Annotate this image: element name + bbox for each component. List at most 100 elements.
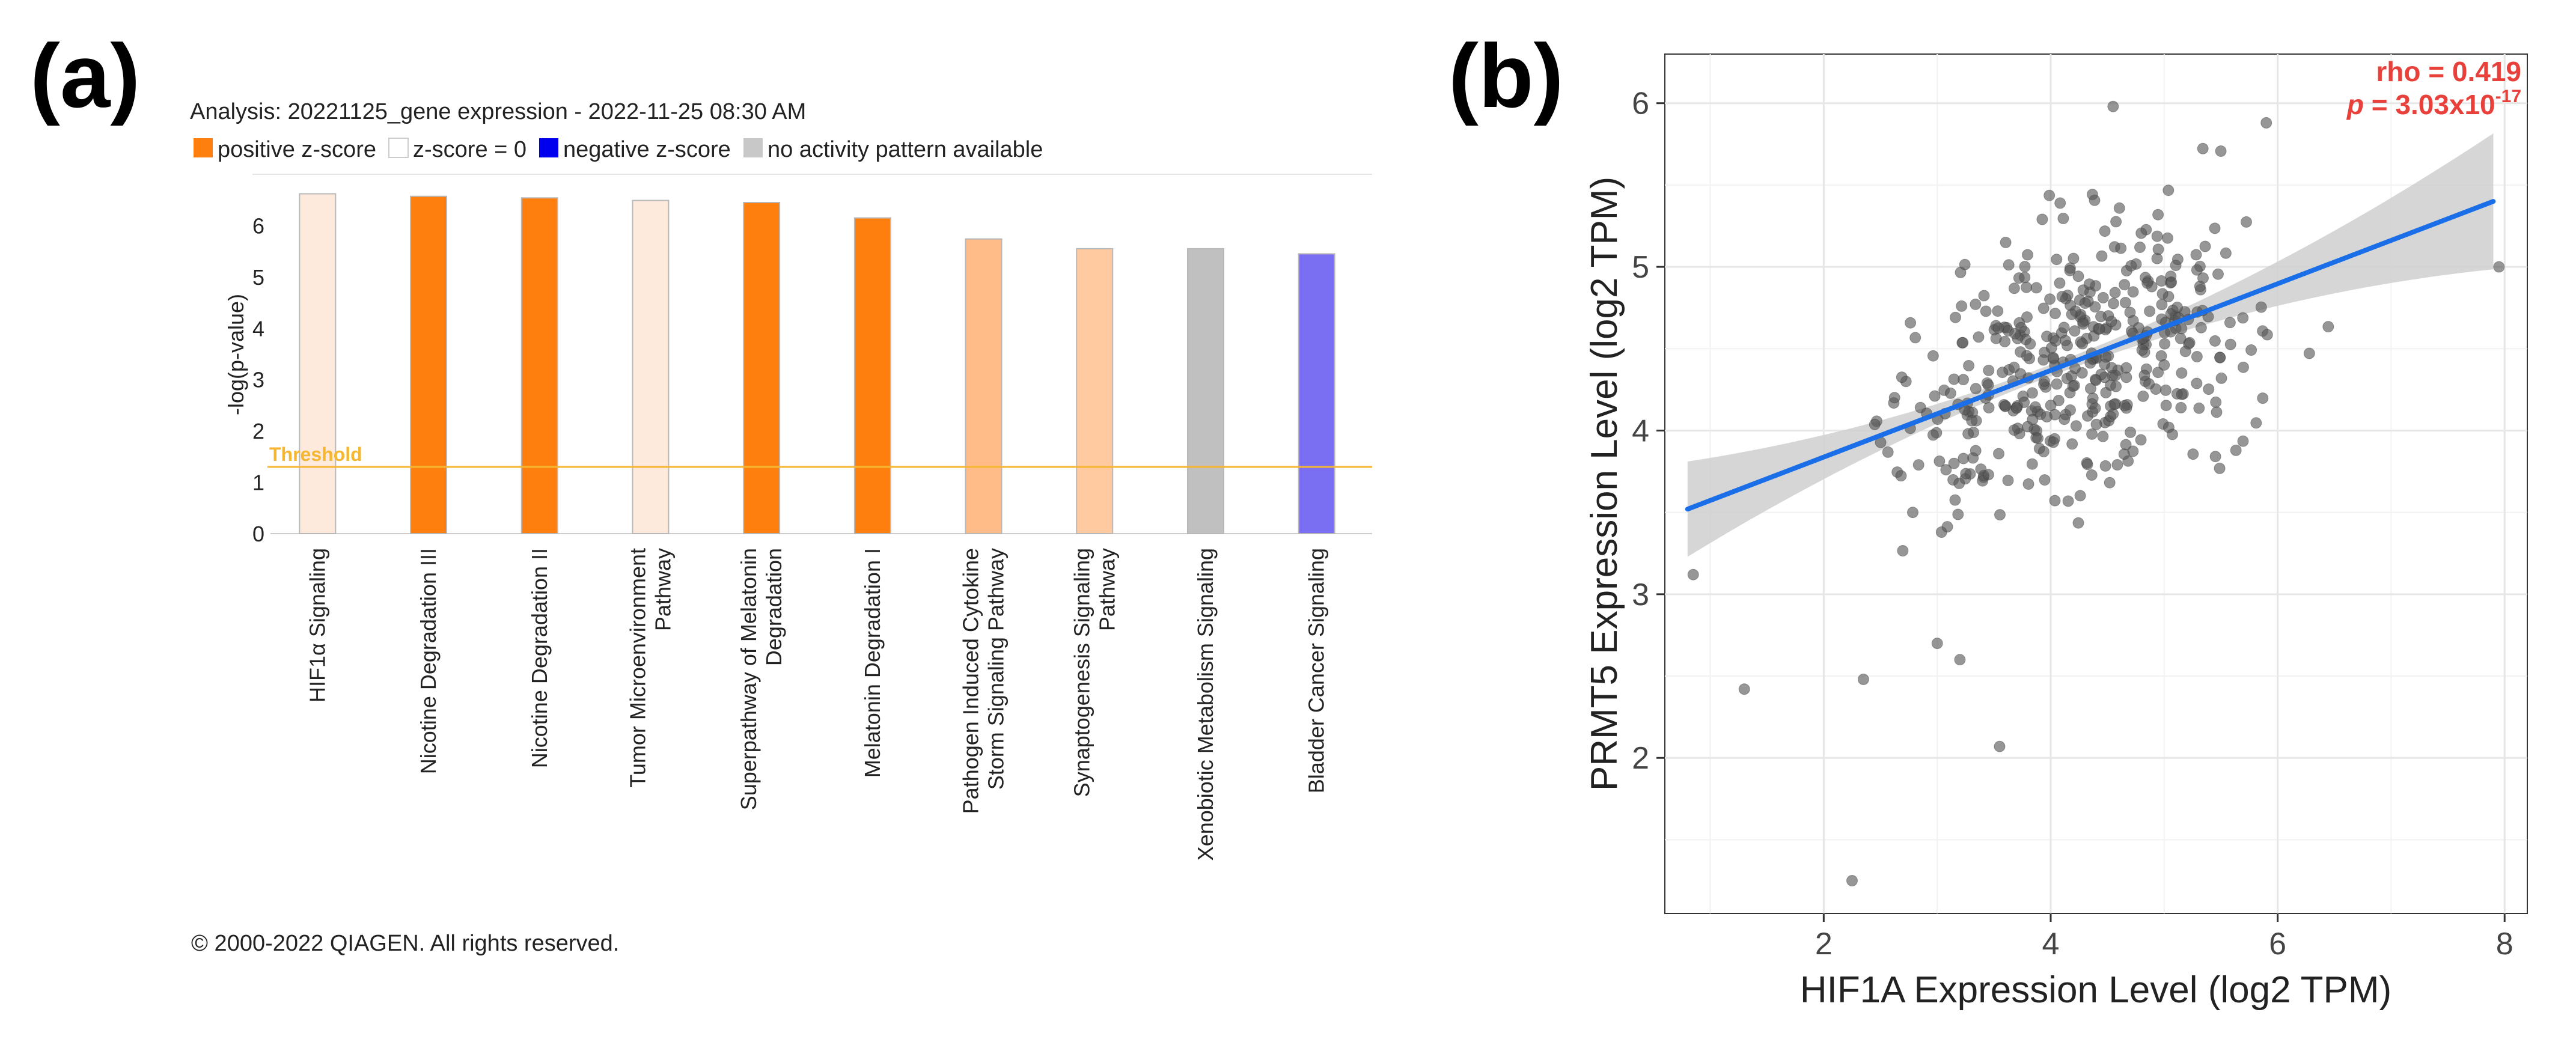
scatter-point (2090, 418, 2102, 430)
scatter-point (2120, 362, 2132, 374)
scatter-point (1992, 305, 2004, 317)
x-tick-label: 4 (2042, 927, 2060, 961)
scatter-point (2119, 279, 2131, 291)
scatter-point (2018, 397, 2030, 408)
scatter-point (1957, 337, 1969, 349)
bar (1076, 248, 1114, 534)
scatter-point (2022, 249, 2033, 261)
scatter-point (2209, 451, 2221, 463)
scatter-point (2065, 404, 2076, 416)
scatter-point (2053, 395, 2065, 406)
scatter-point (2215, 372, 2227, 384)
scatter-point (2059, 335, 2071, 347)
scatter-point (1955, 266, 1967, 278)
p-exponent: -17 (2495, 87, 2521, 106)
scatter-point (2165, 276, 2178, 288)
scatter-point (2110, 216, 2122, 228)
scatter-point (2003, 259, 2015, 271)
scatter-point (2081, 459, 2093, 471)
scatter-point (2176, 388, 2188, 400)
scatter-point (2193, 402, 2205, 414)
x-tick-label-line: Nicotine Degradation II (527, 548, 552, 768)
scatter-point (1895, 470, 1907, 482)
x-tick-label: 8 (2496, 927, 2513, 961)
scatter-point (2084, 383, 2096, 395)
scatter-point (2162, 184, 2175, 197)
scatter-point (1934, 456, 1946, 467)
bar (410, 195, 448, 534)
scatter-point (1929, 390, 1941, 402)
scatter-point (2077, 338, 2089, 350)
scatter-point (2030, 401, 2041, 413)
scatter-point (2156, 288, 2169, 300)
scatter-point (2026, 458, 2038, 470)
scatter-point (2045, 342, 2057, 354)
y-tick-label: 0 (252, 522, 264, 546)
scatter-point (2322, 321, 2334, 333)
scatter-point (1973, 331, 1985, 343)
panel-b-scatter-plot: (b) 2 4 6 8 2 3 4 5 6 HIF1A Expression Level (lo… (1448, 25, 2528, 1011)
scatter-point (2074, 490, 2086, 502)
scatter-point (2032, 432, 2044, 444)
p-symbol: p (2346, 89, 2364, 120)
scatter-point (2051, 254, 2063, 266)
scatter-point (1940, 464, 1952, 476)
panel-b-label: (b) (1448, 25, 1564, 126)
scatter-point (2138, 370, 2150, 382)
bar (520, 197, 558, 535)
scatter-point (2255, 301, 2267, 313)
scatter-point (2009, 328, 2021, 340)
scatter-point (2260, 117, 2272, 129)
scatter-points (1687, 100, 2505, 886)
scatter-point (2237, 312, 2249, 324)
scatter-point (2215, 145, 2227, 157)
rho-annotation: rho = 0.419 (2376, 56, 2521, 87)
scatter-point (2167, 428, 2178, 440)
scatter-point (2047, 352, 2059, 364)
scatter-point (2203, 383, 2215, 395)
scatter-point (2175, 332, 2187, 344)
scatter-point (2209, 222, 2221, 234)
x-tick-label: HIF1α Signaling (305, 548, 329, 702)
scatter-point (2110, 380, 2122, 392)
scatter-point (2118, 448, 2130, 460)
scatter-point (2152, 209, 2164, 221)
x-tick-label-line: Synaptogenesis Signaling (1069, 548, 1094, 797)
scatter-point (1927, 429, 1939, 441)
scatter-point (2220, 247, 2232, 259)
x-tick-label: Melatonin Degradation I (860, 548, 885, 778)
scatter-point (2000, 400, 2012, 412)
scatter-point (2050, 308, 2061, 320)
scatter-point (1687, 568, 1699, 580)
x-tick-label-line: Xenobiotic Metabolism Signaling (1193, 548, 1218, 861)
scatter-point (2066, 438, 2078, 450)
scatter-point (2021, 311, 2033, 323)
scatter-point (2000, 236, 2012, 248)
legend: positive z-score z-score = 0 negative z-… (194, 137, 1043, 162)
scatter-point (2152, 367, 2164, 379)
scatter-point (2047, 436, 2059, 448)
x-tick-label-line: Nicotine Degradation III (416, 548, 441, 774)
scatter-point (2137, 390, 2149, 402)
scatter-point (2172, 254, 2184, 266)
scatter-point (2062, 495, 2074, 507)
scatter-point (2237, 435, 2249, 447)
scatter-point (2125, 260, 2137, 272)
scatter-point (1994, 740, 2006, 752)
scatter-point (2135, 434, 2147, 446)
copyright-footer: © 2000-2022 QIAGEN. All rights reserved. (191, 931, 619, 956)
scatter-point (2027, 413, 2039, 425)
scatter-point (2175, 401, 2187, 413)
scatter-point (2099, 225, 2111, 237)
scatter-point (1905, 317, 1917, 329)
scatter-point (2097, 430, 2109, 442)
scatter-point (1980, 305, 1992, 317)
legend-swatch-positive (194, 138, 213, 157)
scatter-point (2160, 400, 2172, 412)
scatter-point (2176, 367, 2188, 379)
legend-swatch-none (743, 138, 763, 157)
scatter-point (2058, 321, 2070, 334)
scatter-point (2054, 197, 2066, 209)
scatter-point (1983, 364, 1995, 376)
bars (299, 193, 1335, 535)
